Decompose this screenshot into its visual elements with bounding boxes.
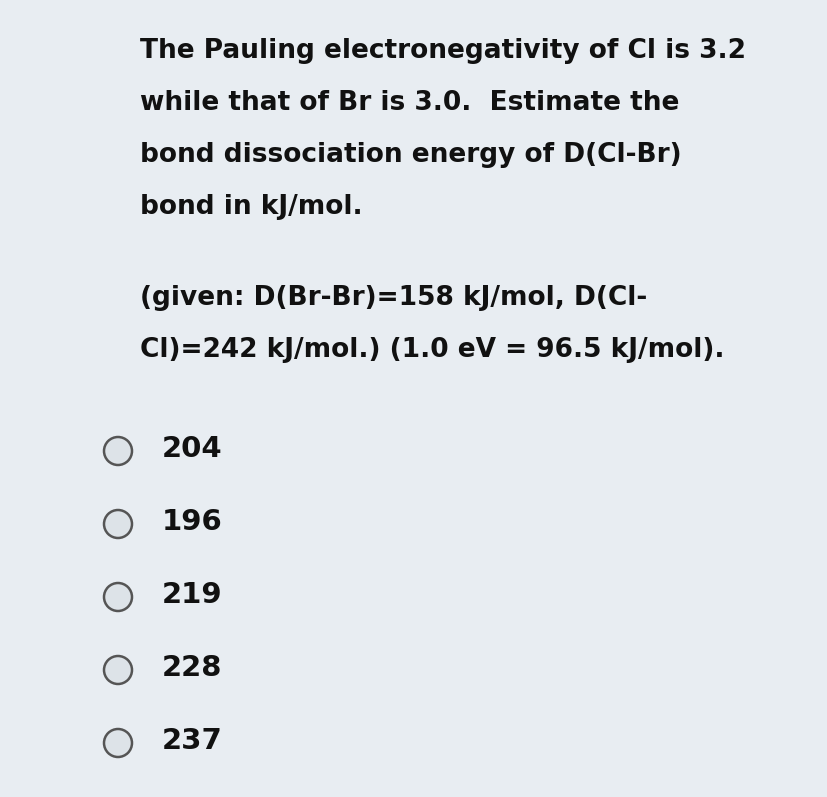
Text: bond dissociation energy of D(Cl-Br): bond dissociation energy of D(Cl-Br)	[140, 142, 681, 168]
Circle shape	[104, 656, 131, 684]
Text: while that of Br is 3.0.  Estimate the: while that of Br is 3.0. Estimate the	[140, 90, 679, 116]
Text: Cl)=242 kJ/mol.) (1.0 eV = 96.5 kJ/mol).: Cl)=242 kJ/mol.) (1.0 eV = 96.5 kJ/mol).	[140, 337, 724, 363]
Circle shape	[104, 583, 131, 611]
Text: 228: 228	[162, 654, 222, 682]
Text: The Pauling electronegativity of Cl is 3.2: The Pauling electronegativity of Cl is 3…	[140, 38, 745, 64]
Circle shape	[104, 510, 131, 538]
Text: (given: D(Br-Br)=158 kJ/mol, D(Cl-: (given: D(Br-Br)=158 kJ/mol, D(Cl-	[140, 285, 647, 311]
Circle shape	[104, 437, 131, 465]
Text: 204: 204	[162, 435, 222, 463]
Text: 237: 237	[162, 727, 222, 755]
Text: 196: 196	[162, 508, 222, 536]
Text: bond in kJ/mol.: bond in kJ/mol.	[140, 194, 362, 220]
Circle shape	[104, 729, 131, 757]
Text: 219: 219	[162, 581, 222, 609]
